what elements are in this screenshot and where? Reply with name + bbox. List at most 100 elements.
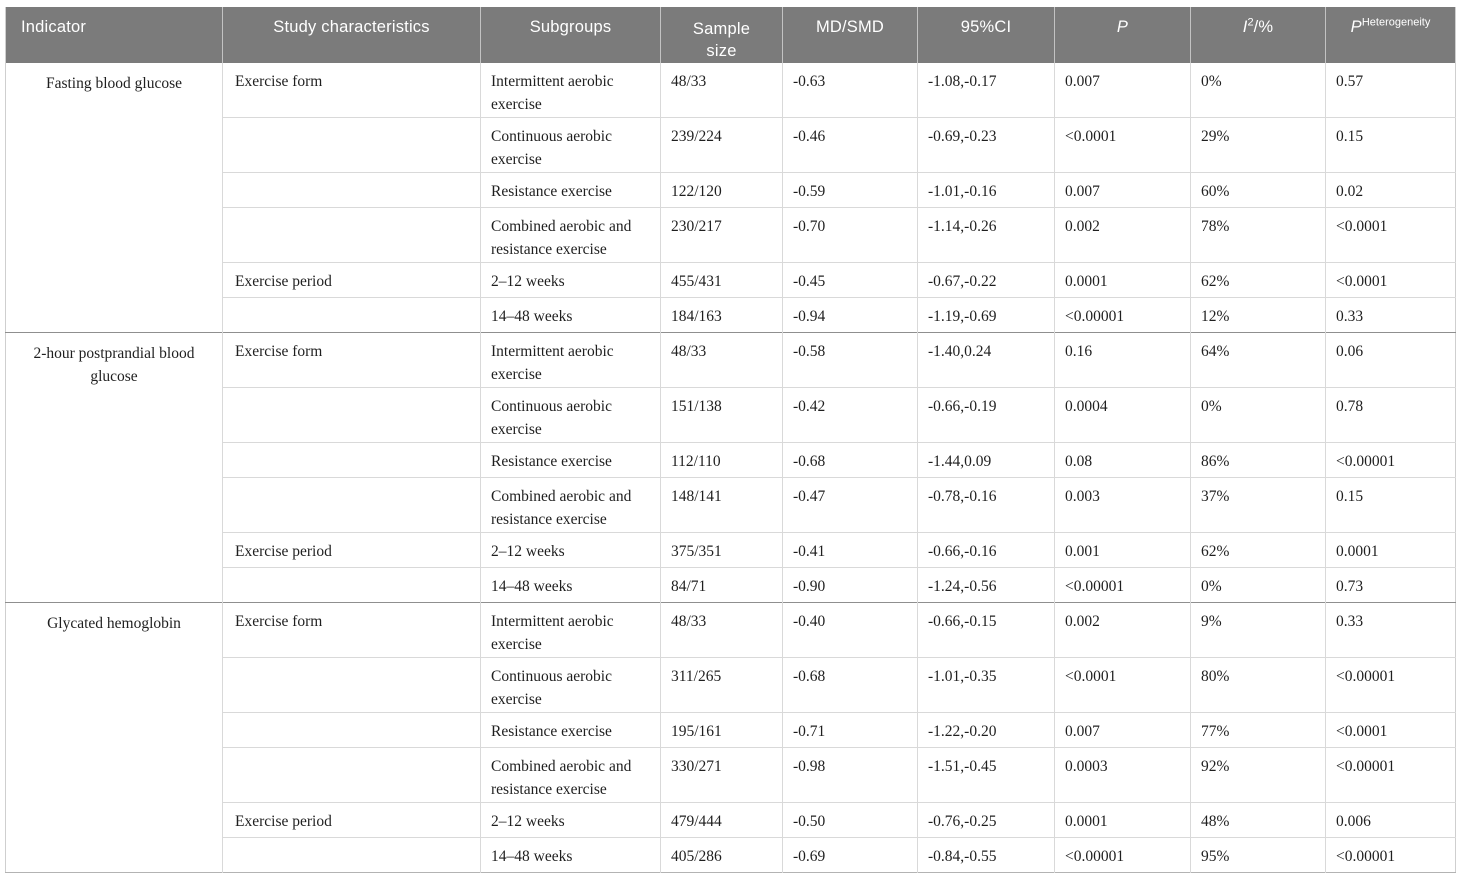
study-characteristic-cell [222,477,481,533]
p-heterogeneity-cell: 0.73 [1325,567,1456,603]
ci-cell: -1.40,0.24 [917,332,1055,388]
p-heterogeneity-cell: <0.00001 [1325,747,1456,803]
sample-size-cell: 184/163 [660,297,783,333]
md-smd-cell: -0.46 [782,117,918,173]
ci-cell: -0.67,-0.22 [917,262,1055,298]
study-characteristic-cell [222,297,481,333]
table-row: 14–48 weeks 184/163 -0.94 -1.19,-0.69 <0.000… [6,297,1456,333]
subgroup-cell: Continuous aerobic exercise [480,387,661,443]
md-smd-cell: -0.94 [782,297,918,333]
subgroup-cell: Resistance exercise [480,712,661,748]
table-row: Exercise period 2–12 weeks 375/351 -0.41 -0.… [6,532,1456,568]
subgroup-cell: Combined aerobic and resistance exercise [480,747,661,803]
p-value-cell: <0.00001 [1054,297,1191,333]
md-smd-cell: -0.58 [782,332,918,388]
header-row: Indicator Study characteristics Subgroup… [5,7,1456,63]
subgroup-cell: Continuous aerobic exercise [480,657,661,713]
p-heterogeneity-cell: <0.0001 [1325,262,1456,298]
header-i2-label: I2/% [1242,16,1274,36]
header-subgroups-label: Subgroups [529,18,612,36]
table-header: Indicator Study characteristics Subgroup… [5,7,1456,63]
i2-cell: 80% [1190,657,1326,713]
sample-size-cell: 405/286 [660,837,783,873]
md-smd-cell: -0.69 [782,837,918,873]
p-value-cell: 0.007 [1054,172,1191,208]
study-characteristic-cell: Exercise form [222,62,481,118]
p-value-cell: 0.0004 [1054,387,1191,443]
ci-cell: -1.51,-0.45 [917,747,1055,803]
sample-size-cell: 112/110 [660,442,783,478]
header-p-heterogeneity: PHeterogeneity [1325,7,1456,63]
study-characteristic-cell [222,442,481,478]
p-value-cell: 0.001 [1054,532,1191,568]
p-heterogeneity-cell: <0.00001 [1325,837,1456,873]
table-row: Continuous aerobic exercise 239/224 -0.46-… [6,117,1456,173]
ci-cell: -1.22,-0.20 [917,712,1055,748]
header-study-characteristics: Study characteristics [222,7,481,63]
table-row: Resistance exercise 195/161 -0.71 -1.22,-0.… [6,712,1456,748]
i2-cell: 95% [1190,837,1326,873]
table-body: Fasting blood glucose Exercise form Interm… [5,62,1456,873]
p-value-cell: 0.08 [1054,442,1191,478]
md-smd-cell: -0.90 [782,567,918,603]
ci-cell: -0.66,-0.15 [917,602,1055,658]
table-row: Resistance exercise 122/120 -0.59 -1.01,-0.… [6,172,1456,208]
p-heterogeneity-cell: <0.0001 [1325,712,1456,748]
ci-cell: -0.66,-0.16 [917,532,1055,568]
sample-size-cell: 330/271 [660,747,783,803]
study-characteristic-cell: Exercise period [222,532,481,568]
md-smd-cell: -0.47 [782,477,918,533]
i2-cell: 86% [1190,442,1326,478]
p-value-cell: <0.0001 [1054,117,1191,173]
i2-cell: 29% [1190,117,1326,173]
i2-cell: 62% [1190,262,1326,298]
subgroup-cell: 2–12 weeks [480,802,661,838]
md-smd-cell: -0.45 [782,262,918,298]
study-characteristic-cell [222,117,481,173]
table-row: Continuous aerobic exercise 311/265 -0.68-… [6,657,1456,713]
i2-cell: 60% [1190,172,1326,208]
p-value-cell: <0.0001 [1054,657,1191,713]
subgroup-cell: 14–48 weeks [480,837,661,873]
sample-size-cell: 230/217 [660,207,783,263]
p-heterogeneity-cell: 0.33 [1325,297,1456,333]
p-heterogeneity-cell: 0.78 [1325,387,1456,443]
header-md-smd-label: MD/SMD [815,18,885,36]
study-characteristic-cell: Exercise period [222,802,481,838]
ci-cell: -1.44,0.09 [917,442,1055,478]
table-row: Resistance exercise 112/110 -0.68 -1.44,0.0… [6,442,1456,478]
table-row: Combined aerobic and resistance exercise… [6,207,1456,263]
header-study-characteristics-label: Study characteristics [273,18,430,36]
study-characteristic-cell [222,207,481,263]
p-heterogeneity-cell: 0.15 [1325,117,1456,173]
table-row: Fasting blood glucose Exercise form Interm… [6,62,1456,118]
subgroup-cell: Intermittent aerobic exercise [480,332,661,388]
sample-size-cell: 48/33 [660,62,783,118]
sample-size-cell: 48/33 [660,332,783,388]
sample-size-cell: 375/351 [660,532,783,568]
ci-cell: -0.66,-0.19 [917,387,1055,443]
header-p: P [1054,7,1191,63]
study-characteristic-cell [222,657,481,713]
i2-cell: 37% [1190,477,1326,533]
p-heterogeneity-cell: <0.0001 [1325,207,1456,263]
results-table: Indicator Study characteristics Subgroup… [5,7,1456,874]
table-row: Continuous aerobic exercise 151/138 -0.42-… [6,387,1456,443]
ci-cell: -1.14,-0.26 [917,207,1055,263]
ci-cell: -0.69,-0.23 [917,117,1055,173]
indicator-cell: Fasting blood glucose [45,74,183,92]
study-characteristic-cell [222,387,481,443]
study-characteristic-cell [222,712,481,748]
header-p-label: P [1116,18,1129,36]
study-characteristic-cell: Exercise form [222,602,481,658]
subgroup-cell: 2–12 weeks [480,262,661,298]
table-row: Combined aerobic and resistance exercise… [6,477,1456,533]
table-row: 2-hour postprandial blood glucose Exercis… [5,332,1456,603]
i2-cell: 64% [1190,332,1326,388]
sample-size-cell: 48/33 [660,602,783,658]
p-heterogeneity-cell: 0.06 [1325,332,1456,388]
p-heterogeneity-cell: 0.57 [1325,62,1456,118]
study-characteristic-cell: Exercise period [222,262,481,298]
ci-cell: -1.19,-0.69 [917,297,1055,333]
subgroup-cell: 14–48 weeks [480,567,661,603]
